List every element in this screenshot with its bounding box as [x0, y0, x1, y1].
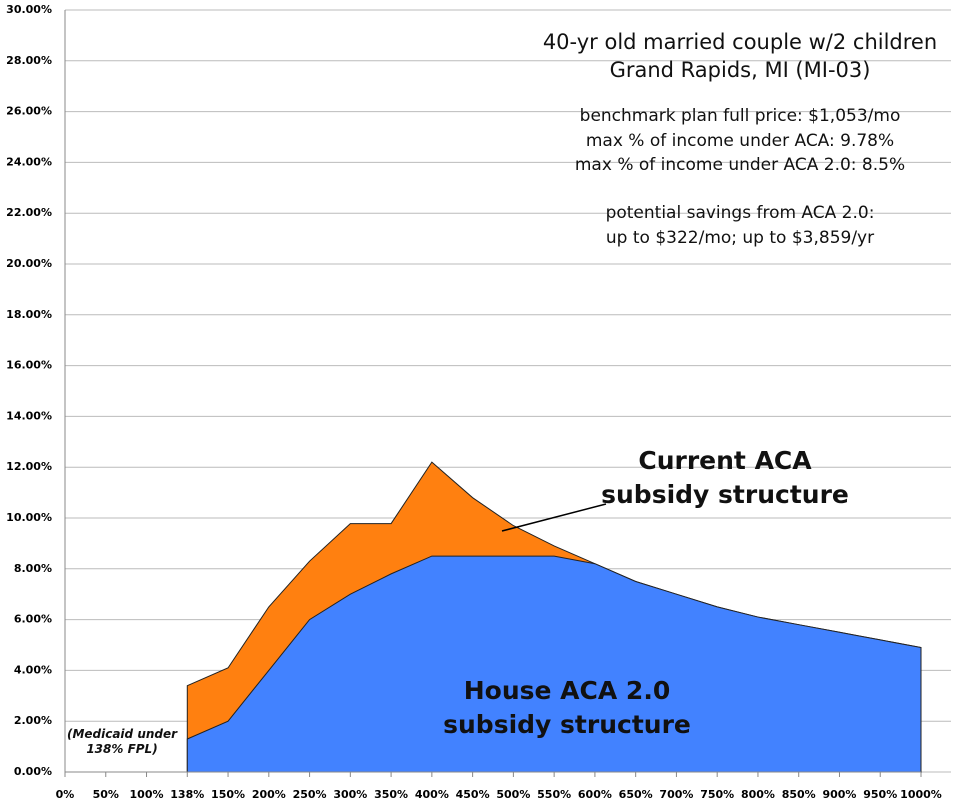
x-tick-label: 450%: [456, 788, 490, 801]
y-tick-label: 22.00%: [6, 206, 52, 219]
x-tick-label: 50%: [93, 788, 119, 801]
x-tick-label: 100%: [130, 788, 164, 801]
x-tick-label: 200%: [252, 788, 286, 801]
annotation: 40-yr old married couple w/2 children: [542, 30, 938, 54]
x-tick-label: 700%: [659, 788, 693, 801]
y-tick-label: 26.00%: [6, 105, 52, 118]
annotation: max % of income under ACA: 9.78%: [585, 131, 895, 151]
y-tick-label: 30.00%: [6, 3, 52, 16]
x-tick-label: 950%: [863, 788, 897, 801]
annotation: max % of income under ACA 2.0: 8.5%: [574, 155, 906, 175]
y-tick-label: 16.00%: [6, 359, 52, 372]
x-tick-label: 800%: [741, 788, 775, 801]
y-tick-label: 2.00%: [14, 714, 52, 727]
y-tick-label: 0.00%: [14, 765, 52, 778]
y-tick-label: 10.00%: [6, 511, 52, 524]
series-label: Current ACA subsidy structure: [601, 446, 849, 509]
x-tick-label: 1000%: [900, 788, 942, 801]
x-tick-label: 250%: [293, 788, 327, 801]
x-tick-label: 600%: [578, 788, 612, 801]
x-tick-label: 750%: [700, 788, 734, 801]
y-tick-label: 18.00%: [6, 308, 52, 321]
x-tick-label: 300%: [333, 788, 367, 801]
y-tick-label: 4.00%: [14, 663, 52, 676]
x-tick-label: 0%: [56, 788, 75, 801]
y-tick-label: 24.00%: [6, 155, 52, 168]
x-tick-label: 850%: [782, 788, 816, 801]
x-tick-label: 550%: [537, 788, 571, 801]
x-tick-label: 150%: [211, 788, 245, 801]
x-tick-label: 900%: [822, 788, 856, 801]
x-tick-label: 400%: [415, 788, 449, 801]
x-tick-label: 500%: [496, 788, 530, 801]
y-tick-label: 6.00%: [14, 613, 52, 626]
x-tick-label: 138%: [170, 788, 204, 801]
annotation: (Medicaid under 138% FPL): [66, 727, 178, 756]
series-label: House ACA 2.0 subsidy structure: [443, 676, 691, 739]
x-tick-label: 650%: [619, 788, 653, 801]
pointer-line: [501, 503, 607, 532]
x-tick-label: 350%: [374, 788, 408, 801]
y-tick-label: 8.00%: [14, 562, 52, 575]
y-tick-label: 14.00%: [6, 409, 52, 422]
annotation: Grand Rapids, MI (MI-03): [609, 58, 871, 82]
y-tick-label: 20.00%: [6, 257, 52, 270]
annotation: up to $322/mo; up to $3,859/yr: [605, 228, 875, 248]
y-tick-label: 28.00%: [6, 54, 52, 67]
annotation: potential savings from ACA 2.0:: [605, 203, 875, 223]
area: [186, 555, 922, 773]
y-tick-label: 12.00%: [6, 460, 52, 473]
annotation: benchmark plan full price: $1,053/mo: [579, 106, 901, 126]
